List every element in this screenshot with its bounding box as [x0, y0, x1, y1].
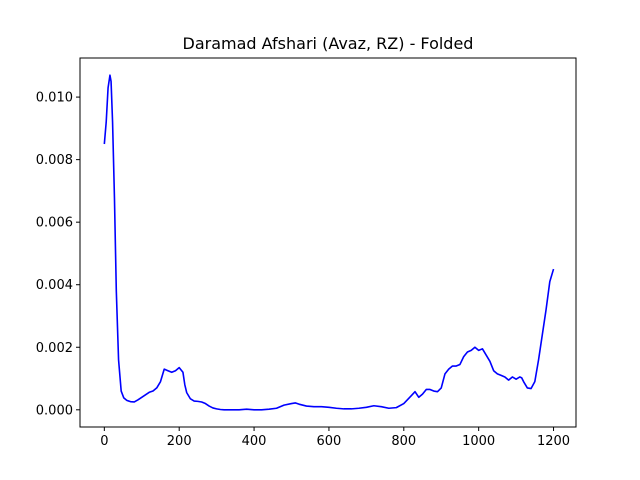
x-tick-label: 0 — [100, 434, 108, 449]
x-tick-label: 800 — [391, 434, 416, 449]
axes-frame — [79, 57, 577, 428]
x-tick-label: 400 — [242, 434, 267, 449]
y-tick-label: 0.000 — [36, 403, 73, 418]
x-tick-label: 200 — [167, 434, 192, 449]
chart-title: Daramad Afshari (Avaz, RZ) - Folded — [183, 34, 474, 53]
series-line-0 — [103, 74, 555, 411]
y-tick-label: 0.002 — [36, 341, 73, 356]
y-tick-label: 0.004 — [36, 278, 73, 293]
x-tick-label: 1200 — [537, 434, 570, 449]
x-tick-label: 600 — [317, 434, 342, 449]
y-tick-label: 0.006 — [36, 216, 73, 231]
y-tick-label: 0.008 — [36, 153, 73, 168]
x-tick-label: 1000 — [462, 434, 495, 449]
y-tick-label: 0.010 — [36, 91, 73, 106]
plot-area: 0 200 400 600 800 1000 1200 0.000 0.002 0.004 0.00… — [36, 57, 577, 449]
